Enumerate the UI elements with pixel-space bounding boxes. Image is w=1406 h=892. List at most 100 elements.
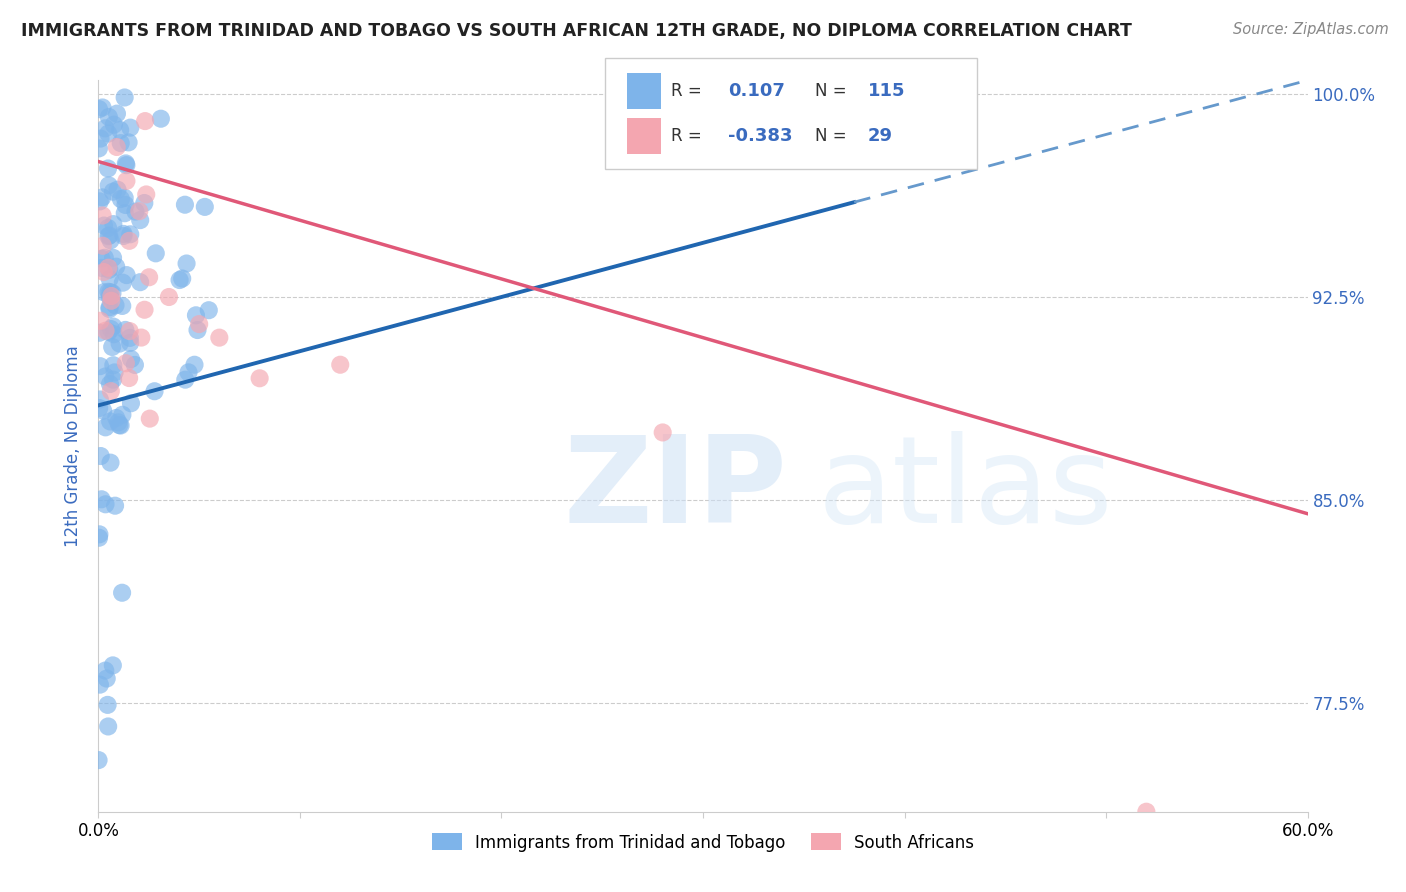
Point	[115, 356, 138, 370]
Text: 115: 115	[868, 82, 905, 100]
Point	[89, 314, 111, 328]
Point	[120, 335, 142, 350]
Point	[98, 271, 121, 285]
Point	[120, 227, 142, 242]
Point	[103, 358, 125, 372]
Point	[174, 373, 197, 387]
Point	[107, 183, 129, 197]
Point	[97, 698, 120, 712]
Point	[90, 252, 112, 266]
Point	[124, 204, 146, 219]
Point	[98, 262, 121, 277]
Point	[103, 118, 125, 132]
Text: Source: ZipAtlas.com: Source: ZipAtlas.com	[1233, 22, 1389, 37]
Point	[100, 322, 122, 336]
Point	[97, 325, 120, 339]
Point	[97, 719, 120, 733]
Point	[97, 260, 120, 275]
Point	[93, 285, 115, 300]
Point	[101, 251, 124, 265]
Point	[129, 213, 152, 227]
Point	[111, 586, 134, 600]
Point	[103, 217, 125, 231]
Point	[89, 194, 111, 209]
Point	[117, 136, 139, 150]
Point	[98, 290, 121, 304]
Point	[91, 190, 114, 204]
Point	[100, 289, 122, 303]
Point	[97, 229, 120, 244]
Point	[101, 340, 124, 354]
Point	[110, 418, 132, 433]
Point	[110, 192, 132, 206]
Text: IMMIGRANTS FROM TRINIDAD AND TOBAGO VS SOUTH AFRICAN 12TH GRADE, NO DIPLOMA CORR: IMMIGRANTS FROM TRINIDAD AND TOBAGO VS S…	[21, 22, 1132, 40]
Point	[129, 275, 152, 289]
Point	[145, 246, 167, 260]
Point	[90, 492, 112, 507]
Point	[177, 365, 200, 379]
Point	[89, 392, 111, 407]
Point	[186, 323, 208, 337]
Point	[100, 456, 122, 470]
Point	[249, 371, 271, 385]
Point	[651, 425, 673, 440]
Point	[183, 358, 205, 372]
Point	[172, 271, 194, 285]
Point	[104, 499, 127, 513]
Text: 0.107: 0.107	[728, 82, 785, 100]
Point	[134, 302, 156, 317]
Point	[169, 273, 191, 287]
Point	[329, 358, 352, 372]
Point	[107, 416, 129, 430]
Point	[100, 293, 122, 308]
Point	[91, 100, 114, 114]
Point	[94, 121, 117, 136]
Point	[94, 369, 117, 384]
Point	[138, 270, 160, 285]
Point	[120, 351, 142, 366]
Point	[98, 228, 121, 243]
Text: -0.383: -0.383	[728, 128, 793, 145]
Point	[89, 527, 111, 541]
Point	[114, 90, 136, 104]
Point	[89, 131, 111, 145]
Point	[97, 110, 120, 124]
Point	[104, 298, 127, 312]
Point	[101, 185, 124, 199]
Point	[89, 401, 111, 415]
Point	[110, 136, 132, 150]
Point	[87, 102, 110, 116]
Point	[105, 140, 128, 154]
Point	[139, 411, 162, 425]
Point	[100, 233, 122, 247]
Text: atlas: atlas	[818, 432, 1114, 549]
Point	[87, 531, 110, 545]
Point	[87, 141, 110, 155]
Point	[188, 317, 211, 331]
Point	[93, 219, 115, 233]
Text: 29: 29	[868, 128, 893, 145]
Point	[114, 323, 136, 337]
Point	[98, 301, 121, 316]
Point	[105, 260, 128, 274]
Text: R =: R =	[671, 128, 707, 145]
Text: N =: N =	[815, 128, 852, 145]
Y-axis label: 12th Grade, No Diploma: 12th Grade, No Diploma	[65, 345, 83, 547]
Point	[93, 265, 115, 279]
Point	[194, 200, 217, 214]
Point	[128, 204, 150, 219]
Point	[114, 156, 136, 170]
Point	[184, 308, 207, 322]
Point	[118, 324, 141, 338]
Point	[97, 285, 120, 299]
Point	[120, 396, 142, 410]
Point	[94, 324, 117, 338]
Point	[100, 384, 122, 398]
Point	[112, 229, 135, 244]
Point	[97, 161, 120, 176]
Text: ZIP: ZIP	[564, 432, 787, 549]
Point	[94, 420, 117, 434]
Point	[94, 251, 117, 265]
Point	[108, 418, 131, 433]
Point	[157, 290, 180, 304]
